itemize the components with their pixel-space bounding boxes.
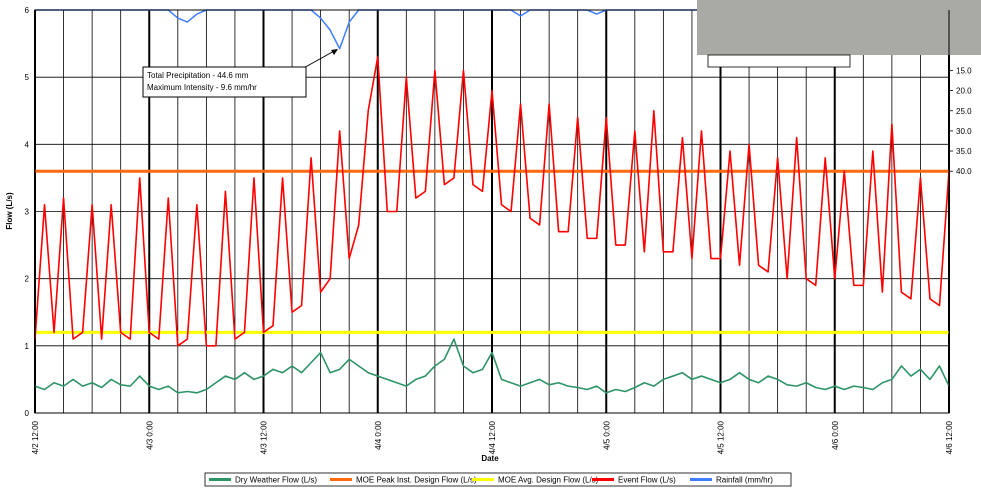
page: {"chart_data": { "type": "line", "xlabel… bbox=[0, 0, 981, 493]
y-tick-label: 0 bbox=[25, 409, 30, 418]
x-tick-label: 4/4 0:00 bbox=[374, 420, 383, 449]
y2-tick-label: 15.0 bbox=[956, 66, 972, 75]
legend-label: MOE Peak Inst. Design Flow (L/s) bbox=[356, 476, 477, 485]
x-tick-label: 4/6 12:00 bbox=[945, 420, 954, 454]
x-tick-label: 4/5 12:00 bbox=[717, 420, 726, 454]
annotation-text: Total Precipitation - 44.6 mm bbox=[147, 71, 249, 80]
x-tick-label: 4/3 12:00 bbox=[260, 420, 269, 454]
y-tick-label: 1 bbox=[25, 342, 30, 351]
y-tick-label: 5 bbox=[25, 73, 30, 82]
legend-label: Dry Weather Flow (L/s) bbox=[235, 476, 317, 485]
photo-overlay bbox=[697, 0, 981, 55]
x-tick-label: 4/4 12:00 bbox=[488, 420, 497, 454]
y-tick-label: 3 bbox=[25, 208, 30, 217]
legend-label: Rainfall (mm/hr) bbox=[716, 476, 773, 485]
y-tick-label: 4 bbox=[25, 140, 30, 149]
chart: Total Precipitation - 44.6 mm Maximum In… bbox=[0, 0, 981, 493]
x-tick-label: 4/2 12:00 bbox=[31, 420, 40, 454]
y-tick-label: 2 bbox=[25, 275, 30, 284]
x-tick-label: 4/5 0:00 bbox=[602, 420, 611, 449]
annotation-text: Maximum Intensity - 9.6 mm/hr bbox=[147, 83, 257, 92]
y-tick-label: 6 bbox=[25, 6, 30, 15]
y2-tick-label: 30.0 bbox=[956, 127, 972, 136]
overlay-box bbox=[708, 55, 850, 67]
x-tick-label: 4/3 0:00 bbox=[145, 420, 154, 449]
y2-tick-label: 40.0 bbox=[956, 167, 972, 176]
legend-label: MOE Avg. Design Flow (L/s) bbox=[498, 476, 599, 485]
y2-tick-label: 25.0 bbox=[956, 107, 972, 116]
annotation-box: Total Precipitation - 44.6 mm Maximum In… bbox=[143, 49, 338, 97]
y-axis-label: Flow (L/s) bbox=[5, 192, 14, 230]
y2-tick-label: 35.0 bbox=[956, 147, 972, 156]
y2-tick-label: 20.0 bbox=[956, 87, 972, 96]
legend-label: Event Flow (L/s) bbox=[618, 476, 676, 485]
x-tick-label: 4/6 0:00 bbox=[831, 420, 840, 449]
